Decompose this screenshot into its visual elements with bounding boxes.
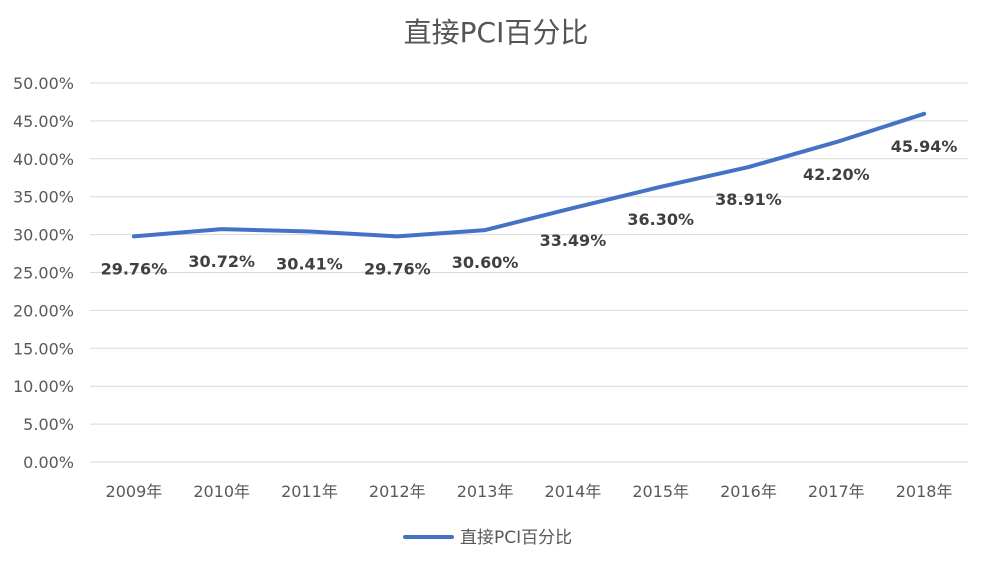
x-tick-label: 2016年: [720, 482, 777, 501]
data-label: 42.20%: [803, 165, 870, 184]
x-tick-label: 2013年: [457, 482, 514, 501]
data-label: 36.30%: [627, 210, 694, 229]
x-axis-ticks: 2009年 2010年 2011年 2012年 2013年 2014年 2015年 2016年…: [106, 482, 953, 501]
data-label: 29.76%: [364, 259, 431, 278]
y-tick-label: 35.00%: [13, 188, 74, 207]
data-labels: 29.76% 30.72% 30.41% 29.76% 30.60% 33.49% 36.3…: [101, 137, 958, 279]
x-tick-label: 2017年: [808, 482, 865, 501]
y-tick-label: 50.00%: [13, 74, 74, 93]
y-tick-label: 30.00%: [13, 226, 74, 245]
y-tick-label: 25.00%: [13, 264, 74, 283]
data-label: 30.72%: [188, 252, 255, 271]
series-line: [131, 111, 927, 239]
x-tick-label: 2009年: [106, 482, 163, 501]
series-layer: [131, 111, 927, 239]
y-tick-label: 10.00%: [13, 377, 74, 396]
data-label: 33.49%: [540, 231, 607, 250]
x-tick-label: 2012年: [369, 482, 426, 501]
data-label: 30.41%: [276, 254, 343, 273]
x-tick-label: 2011年: [281, 482, 338, 501]
legend: 直接PCI百分比: [403, 528, 572, 548]
y-tick-label: 0.00%: [23, 453, 74, 472]
x-tick-label: 2014年: [545, 482, 602, 501]
y-tick-label: 20.00%: [13, 301, 74, 320]
data-label: 29.76%: [101, 259, 168, 278]
data-label: 30.60%: [452, 253, 519, 272]
y-tick-label: 45.00%: [13, 112, 74, 131]
data-label: 38.91%: [715, 190, 782, 209]
chart-title: 直接PCI百分比: [404, 16, 589, 49]
legend-label: 直接PCI百分比: [460, 528, 572, 548]
y-axis-ticks: 0.00% 5.00% 10.00% 15.00% 20.00% 25.00% 30.00%…: [13, 74, 74, 472]
data-label: 45.94%: [891, 137, 958, 156]
x-tick-label: 2015年: [632, 482, 689, 501]
y-tick-label: 5.00%: [23, 415, 74, 434]
x-tick-label: 2018年: [896, 482, 953, 501]
grid-layer: [90, 82, 968, 463]
x-tick-label: 2010年: [193, 482, 250, 501]
y-tick-label: 40.00%: [13, 150, 74, 169]
y-tick-label: 15.00%: [13, 339, 74, 358]
